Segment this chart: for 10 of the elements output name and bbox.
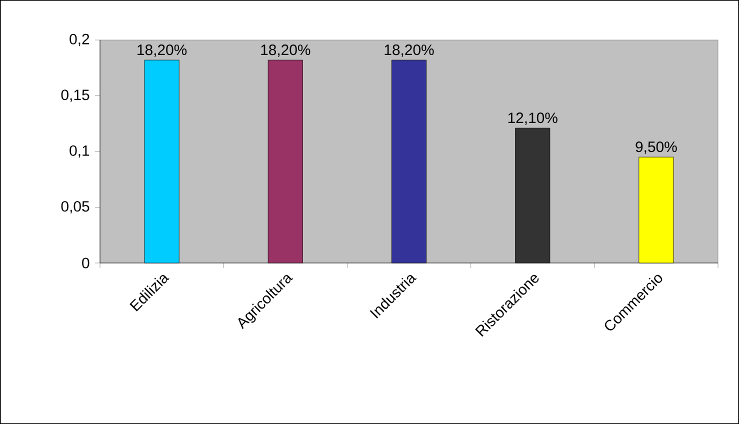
data-label: 18,20% xyxy=(138,44,187,57)
y-tick-label: 0,15 xyxy=(61,90,90,102)
data-label: 18,20% xyxy=(384,44,434,57)
y-tick-label: 0,1 xyxy=(70,145,90,158)
data-label: 12,10% xyxy=(508,112,558,125)
y-tick-label: 0 xyxy=(82,258,90,268)
data-label: 9,50% xyxy=(636,142,677,154)
y-tick-label: 0,2 xyxy=(70,34,90,46)
y-tick-label: 0,05 xyxy=(61,201,90,214)
data-label: 18,20% xyxy=(261,44,310,57)
